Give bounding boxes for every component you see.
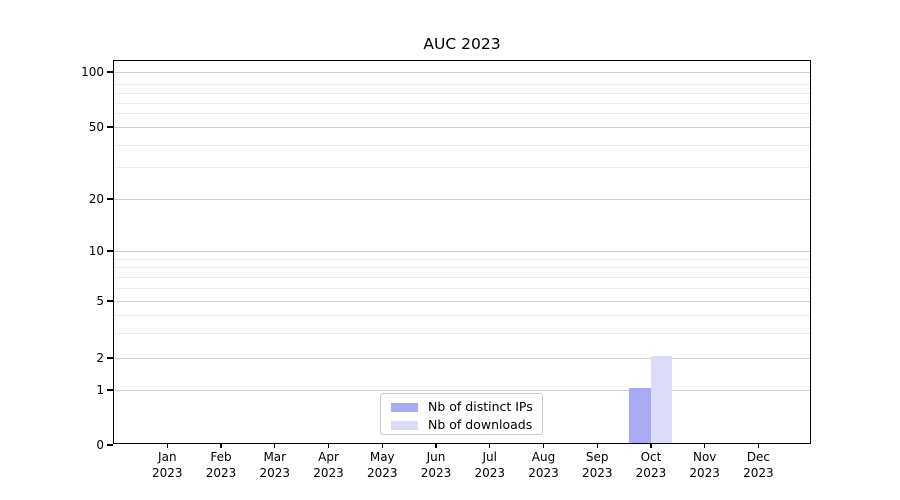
gridline-minor (114, 84, 810, 85)
x-tick-label: Apr 2023 (313, 450, 344, 480)
x-tick-mark (596, 443, 598, 448)
x-tick-label: Sep 2023 (581, 450, 613, 480)
chart-title: AUC 2023 (423, 35, 501, 53)
y-tick-mark (107, 71, 113, 73)
x-tick-label: Dec 2023 (743, 450, 774, 480)
gridline-major (114, 72, 810, 73)
gridline-major (114, 301, 810, 302)
x-tick-label: Jul 2023 (474, 450, 505, 480)
y-tick-label: 10 (88, 244, 104, 258)
legend-swatch-downloads (391, 420, 418, 430)
gridline-minor (114, 113, 810, 114)
x-tick-label: Oct 2023 (635, 450, 667, 480)
x-tick-mark (220, 443, 222, 448)
legend-entry: Nb of distinct IPs (391, 399, 534, 415)
legend: Nb of distinct IPs Nb of downloads (380, 393, 543, 435)
y-tick-mark (107, 126, 113, 128)
x-tick-mark (542, 443, 545, 448)
x-tick-mark (704, 443, 706, 448)
legend-swatch-distinct-ips (391, 402, 418, 412)
gridline-minor (114, 167, 810, 168)
gridline-minor (114, 93, 810, 94)
gridline-minor (114, 288, 810, 289)
legend-label-distinct-ips: Nb of distinct IPs (428, 399, 533, 414)
x-tick-mark (435, 443, 437, 448)
x-tick-mark (166, 443, 168, 448)
y-tick-label: 2 (96, 351, 104, 365)
y-tick-mark (107, 198, 113, 200)
gridline-major (114, 199, 810, 200)
y-tick-label: 5 (96, 294, 104, 308)
gridline-major (114, 390, 810, 391)
y-tick-mark (107, 357, 113, 359)
x-tick-mark (650, 443, 652, 448)
x-tick-mark (757, 443, 760, 448)
bar-downloads (650, 356, 673, 443)
y-tick-mark (107, 300, 113, 302)
x-tick-label: May 2023 (366, 450, 398, 480)
gridline-minor (114, 259, 810, 260)
x-tick-label: Mar 2023 (259, 450, 291, 480)
plot-area: Nb of distinct IPs Nb of downloads 0 1 2 5 1… (81, 60, 811, 480)
gridline-minor (114, 333, 810, 334)
y-tick-mark (107, 444, 113, 446)
x-tick-label: Feb 2023 (205, 450, 237, 480)
x-tick-label: Jun 2023 (420, 450, 452, 480)
legend-label-downloads: Nb of downloads (428, 417, 533, 432)
y-tick-label: 100 (81, 65, 104, 79)
x-tick-mark (327, 443, 330, 448)
x-tick-mark (489, 443, 491, 448)
gridline-major (114, 127, 810, 128)
x-tick-label: Nov 2023 (689, 450, 720, 480)
x-tick-mark (274, 443, 276, 448)
y-tick-mark (107, 250, 113, 252)
bar-distinct-ips (629, 388, 651, 443)
gridline-minor (114, 267, 810, 268)
gridline-major (114, 358, 810, 359)
gridline-minor (114, 145, 810, 146)
y-tick-label: 20 (88, 192, 104, 206)
y-tick-label: 1 (96, 383, 104, 397)
y-tick-label: 0 (96, 438, 104, 452)
gridline-minor (114, 277, 810, 278)
legend-entry: Nb of downloads (391, 417, 534, 433)
gridline-major (114, 251, 810, 252)
x-tick-mark (381, 443, 383, 448)
y-tick-label: 50 (88, 120, 104, 134)
gridline-minor (114, 103, 810, 104)
x-tick-label: Aug 2023 (528, 450, 559, 480)
y-tick-mark (107, 389, 113, 391)
gridline-minor (114, 315, 810, 316)
x-tick-label: Jan 2023 (152, 450, 183, 480)
